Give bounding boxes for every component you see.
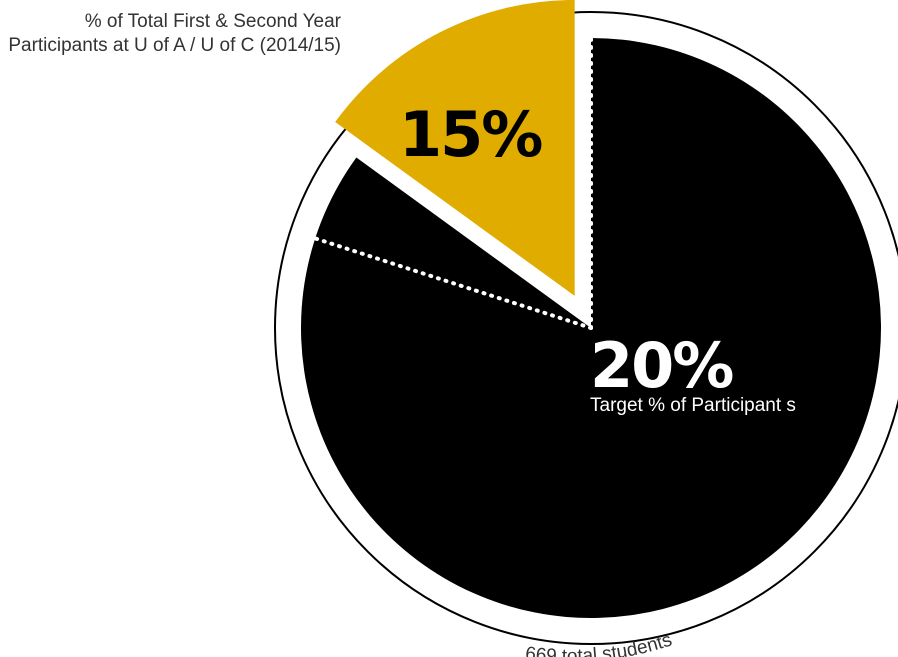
target-slice-label: Target % of Participant s <box>590 395 796 416</box>
participants-slice-value-label: 15% <box>399 98 542 171</box>
outer-ring <box>274 11 898 645</box>
participants-slice-label: % of Total First & Second Year Participa… <box>8 11 341 56</box>
target-divider-diagonal <box>313 236 593 330</box>
target-slice-value-label: 20% <box>590 329 733 402</box>
pie-slice-participants <box>335 0 575 296</box>
